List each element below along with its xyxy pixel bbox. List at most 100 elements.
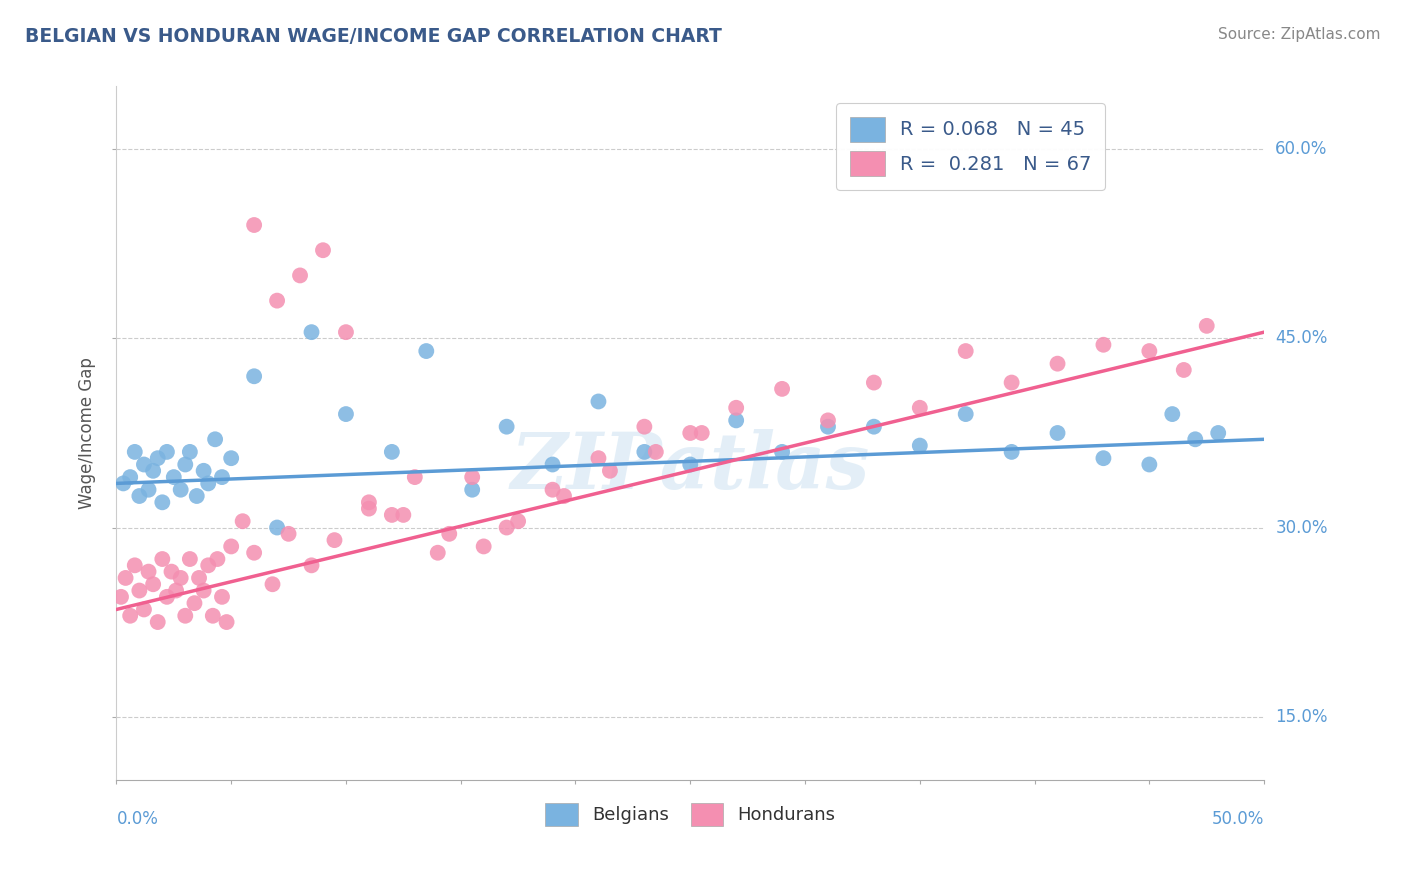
Point xyxy=(955,407,977,421)
Point xyxy=(132,458,155,472)
Point xyxy=(1173,363,1195,377)
Point xyxy=(219,451,242,466)
Point xyxy=(817,419,839,434)
Point xyxy=(461,470,484,484)
Point xyxy=(1046,425,1069,440)
Point xyxy=(679,425,702,440)
Text: ZIPatlas: ZIPatlas xyxy=(510,429,870,506)
Point xyxy=(150,552,173,566)
Point xyxy=(243,369,266,384)
Point xyxy=(1161,407,1184,421)
Point xyxy=(204,432,226,446)
Point xyxy=(588,451,610,466)
Point xyxy=(301,325,323,339)
Point xyxy=(188,571,211,585)
Point xyxy=(863,376,886,390)
Point xyxy=(211,470,233,484)
Point xyxy=(439,526,461,541)
Point xyxy=(120,470,142,484)
Point xyxy=(207,552,229,566)
Y-axis label: Wage/Income Gap: Wage/Income Gap xyxy=(79,357,96,509)
Point xyxy=(174,608,197,623)
Point xyxy=(1137,458,1160,472)
Point xyxy=(183,596,205,610)
Point xyxy=(644,445,666,459)
Text: 15.0%: 15.0% xyxy=(1275,707,1327,725)
Text: 45.0%: 45.0% xyxy=(1275,329,1327,348)
Point xyxy=(1137,344,1160,359)
Point xyxy=(160,565,183,579)
Point xyxy=(132,602,155,616)
Point xyxy=(114,571,136,585)
Point xyxy=(215,615,238,629)
Point xyxy=(335,325,357,339)
Text: 50.0%: 50.0% xyxy=(1212,810,1264,828)
Point xyxy=(690,425,713,440)
Point xyxy=(1195,318,1218,333)
Point xyxy=(541,483,564,497)
Point xyxy=(472,540,495,554)
Point xyxy=(146,615,169,629)
Point xyxy=(193,464,215,478)
Text: 60.0%: 60.0% xyxy=(1275,140,1327,159)
Point xyxy=(266,520,288,534)
Point xyxy=(288,268,311,283)
Text: 0.0%: 0.0% xyxy=(117,810,159,828)
Point xyxy=(179,552,201,566)
Point xyxy=(312,244,335,258)
Point xyxy=(1001,376,1024,390)
Point xyxy=(1046,357,1069,371)
Point xyxy=(232,514,254,528)
Point xyxy=(243,546,266,560)
Point xyxy=(266,293,288,308)
Point xyxy=(165,583,187,598)
Point xyxy=(128,583,150,598)
Point xyxy=(150,495,173,509)
Point xyxy=(1206,425,1229,440)
Point xyxy=(138,565,160,579)
Point xyxy=(138,483,160,497)
Point xyxy=(357,501,380,516)
Point xyxy=(186,489,208,503)
Point xyxy=(817,413,839,427)
Point xyxy=(120,608,142,623)
Point xyxy=(211,590,233,604)
Point xyxy=(110,590,132,604)
Point xyxy=(426,546,449,560)
Point xyxy=(124,558,146,573)
Point xyxy=(392,508,415,522)
Point xyxy=(112,476,135,491)
Point xyxy=(381,445,404,459)
Point xyxy=(219,540,242,554)
Point xyxy=(193,583,215,598)
Point xyxy=(243,218,266,232)
Text: 30.0%: 30.0% xyxy=(1275,518,1327,536)
Point xyxy=(955,344,977,359)
Point xyxy=(863,419,886,434)
Point xyxy=(679,458,702,472)
Point xyxy=(124,445,146,459)
Point xyxy=(725,401,748,415)
Text: BELGIAN VS HONDURAN WAGE/INCOME GAP CORRELATION CHART: BELGIAN VS HONDURAN WAGE/INCOME GAP CORR… xyxy=(25,27,723,45)
Point xyxy=(197,476,219,491)
Point xyxy=(461,483,484,497)
Point xyxy=(1184,432,1206,446)
Legend: Belgians, Hondurans: Belgians, Hondurans xyxy=(538,796,842,833)
Point xyxy=(156,590,179,604)
Point xyxy=(170,483,193,497)
Point xyxy=(170,571,193,585)
Point xyxy=(197,558,219,573)
Point xyxy=(404,470,426,484)
Point xyxy=(156,445,179,459)
Point xyxy=(179,445,201,459)
Point xyxy=(174,458,197,472)
Point xyxy=(599,464,621,478)
Point xyxy=(506,514,529,528)
Point xyxy=(588,394,610,409)
Point xyxy=(1092,337,1115,351)
Point xyxy=(163,470,186,484)
Point xyxy=(495,419,517,434)
Point xyxy=(495,520,517,534)
Point xyxy=(908,439,931,453)
Point xyxy=(415,344,437,359)
